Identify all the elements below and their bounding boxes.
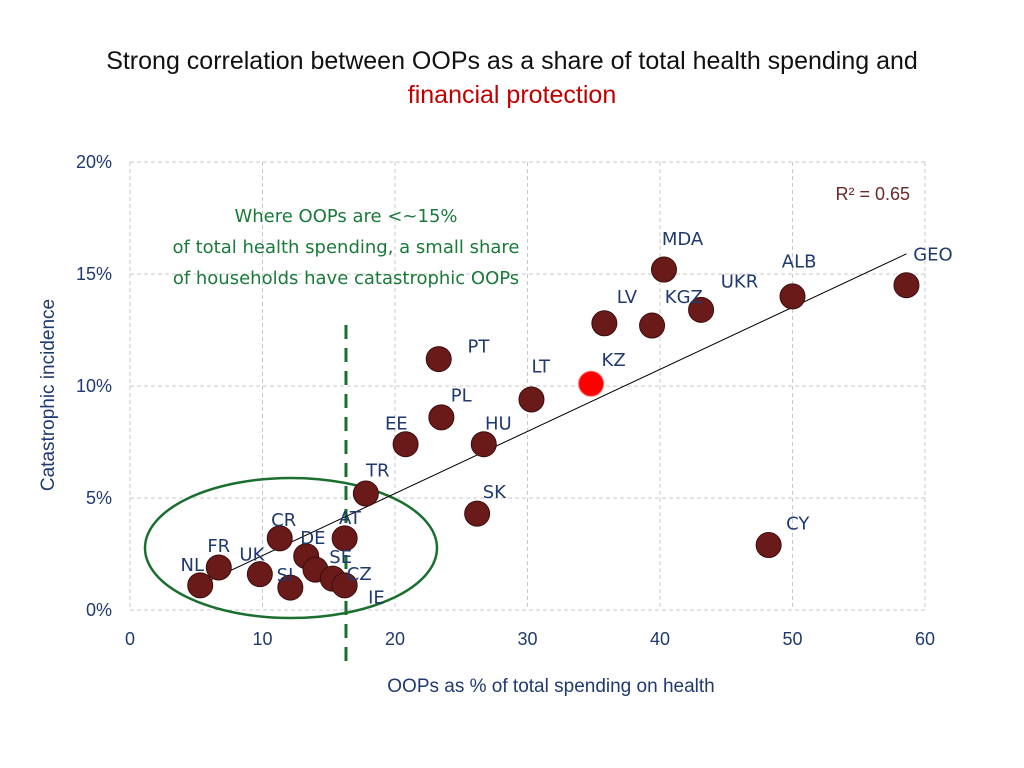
x-tick-label: 10 <box>252 629 272 649</box>
y-axis-label: Catastrophic incidence <box>38 299 59 491</box>
point-label-tr: TR <box>365 461 390 482</box>
point-label-fr: FR <box>207 536 230 557</box>
point-label-kgz: KGZ <box>665 287 703 308</box>
data-point-cr <box>266 525 293 552</box>
data-point-alb <box>779 283 806 310</box>
x-tick-label: 0 <box>125 629 135 649</box>
data-point-lt <box>518 386 545 413</box>
point-label-mda: MDA <box>662 229 704 250</box>
data-point-fr <box>205 554 232 581</box>
data-point-mda <box>650 256 677 283</box>
data-point-hu <box>470 431 497 458</box>
point-label-uk: UK <box>239 545 265 566</box>
trendline <box>198 253 907 586</box>
point-label-si: SI <box>277 565 294 586</box>
point-label-at: AT <box>339 508 362 529</box>
point-label-ukr: UKR <box>721 271 759 292</box>
point-label-sk: SK <box>483 482 507 503</box>
point-label-pl: PL <box>451 386 472 407</box>
point-label-pt: PT <box>468 336 491 357</box>
y-tick-label: 20% <box>76 152 112 172</box>
point-label-de: DE <box>300 528 325 549</box>
point-label-nl: NL <box>181 555 205 576</box>
point-label-kz: KZ <box>602 350 626 371</box>
data-point-ee <box>392 431 419 458</box>
gridlines <box>129 161 926 611</box>
point-label-lt: LT <box>531 357 551 378</box>
chart-title-line1: Strong correlation between OOPs as a sha… <box>106 47 918 75</box>
data-point-geo <box>893 272 920 299</box>
point-label-ee: EE <box>385 414 408 435</box>
x-tick-label: 40 <box>650 629 670 649</box>
chart-title-line2: financial protection <box>407 81 617 109</box>
data-points <box>187 256 920 601</box>
point-label-geo: GEO <box>913 245 953 266</box>
x-axis-label: OOPs as % of total spending on health <box>387 676 714 697</box>
x-tick-label: 30 <box>517 629 537 649</box>
data-point-pt <box>425 346 452 373</box>
x-tick-label: 60 <box>915 629 935 649</box>
data-point-kgz <box>639 312 666 339</box>
annotation-line: of households have catastrophic OOPs <box>173 268 519 289</box>
data-point-at <box>331 525 358 552</box>
low-oop-cluster-ellipse <box>143 476 439 620</box>
chart-title: Strong correlation between OOPs as a sha… <box>0 44 1024 112</box>
data-point-ie <box>331 572 358 599</box>
y-tick-label: 5% <box>86 488 112 508</box>
data-point-lv <box>591 310 618 337</box>
point-label-alb: ALB <box>782 251 817 272</box>
point-label-cy: CY <box>786 513 810 534</box>
annotation-text: Where OOPs are <~15% of total health spen… <box>173 206 520 289</box>
data-point-sk <box>464 500 491 527</box>
y-tick-label: 10% <box>76 376 112 396</box>
data-point-ukr <box>688 296 715 323</box>
point-label-cz: CZ <box>347 564 372 585</box>
point-label-cr: CR <box>271 510 296 531</box>
y-tick-label: 15% <box>76 264 112 284</box>
data-point-tr <box>352 480 379 507</box>
x-tick-label: 20 <box>385 629 405 649</box>
r-squared-label: R² = 0.65 <box>835 184 910 204</box>
annotation-line: of total health spending, a small share <box>173 237 520 258</box>
x-tick-label: 50 <box>782 629 802 649</box>
annotation-line: Where OOPs are <~15% <box>234 206 457 227</box>
point-label-ie: IE <box>368 587 385 608</box>
point-label-lv: LV <box>617 287 638 308</box>
data-point-nl <box>187 572 214 599</box>
data-point-uk <box>246 561 273 588</box>
point-label-hu: HU <box>485 414 512 435</box>
axis-ticks: 0 10 20 30 40 50 60 0% 5% 10% 15% 20% <box>76 152 935 649</box>
data-point-kz <box>578 370 605 397</box>
y-tick-label: 0% <box>86 600 112 620</box>
data-point-cy <box>755 532 782 559</box>
data-point-pl <box>428 404 455 431</box>
point-label-se: SE <box>329 547 352 568</box>
data-point-si <box>277 574 304 601</box>
